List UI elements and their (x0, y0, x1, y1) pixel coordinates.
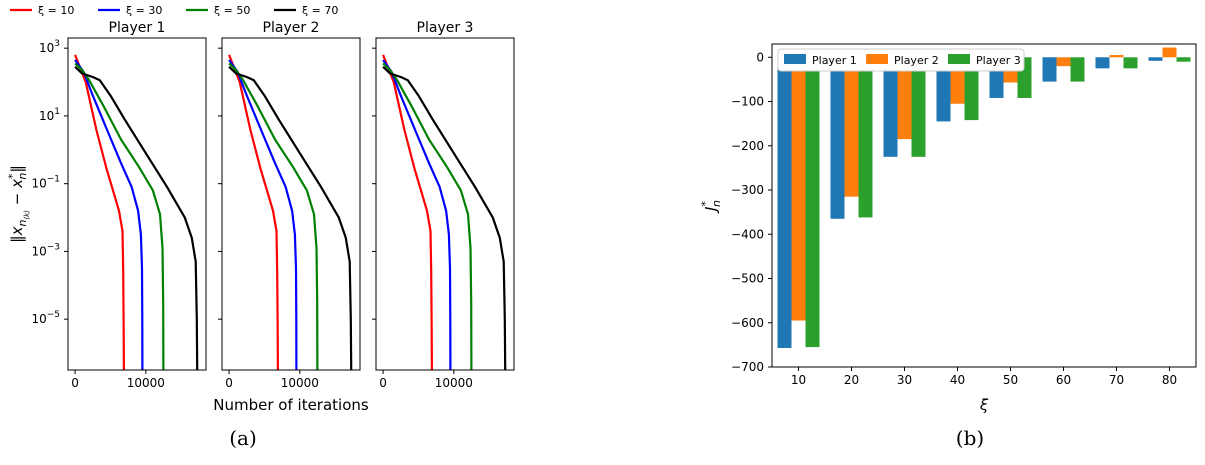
series-line-xi-10 (382, 54, 433, 371)
x-tick-label: 10000 (435, 376, 473, 390)
panel-frame (221, 37, 361, 371)
bar-1 (936, 57, 951, 122)
y-tick-label: −400 (731, 227, 764, 241)
x-tick-label: 10 (791, 373, 806, 387)
legend-label: Player 2 (894, 54, 939, 67)
x-axis-label: Number of iterations (213, 396, 369, 414)
bar-3 (1070, 57, 1085, 82)
bar-1 (1042, 57, 1057, 82)
bar-1 (1095, 57, 1110, 69)
panel-1: Player 1 103 101 10−1 10−3 10−5 0 10000 (31, 20, 207, 390)
legend-label: ξ = 70 (302, 4, 338, 17)
x-tick-label: 10000 (127, 376, 165, 390)
y-tick-label: −300 (731, 183, 764, 197)
bar-2 (897, 57, 912, 140)
bar-2 (844, 57, 859, 197)
panel-title: Player 2 (263, 20, 320, 36)
bar-3 (805, 57, 820, 348)
bar-2 (1162, 47, 1177, 58)
panel-frame (67, 37, 207, 371)
x-tick-label: 0 (225, 376, 233, 390)
bar-3 (1176, 57, 1191, 62)
series-line-xi-50 (228, 62, 319, 371)
bar-chart-legend: Player 1 Player 2 Player 3 (777, 48, 1025, 72)
legend-swatch (866, 54, 888, 64)
line-chart-legend: ξ = 10 ξ = 30 ξ = 50 ξ = 70 (10, 4, 338, 17)
y-tick-label: −700 (731, 360, 764, 374)
y-tick-label: 103 (39, 39, 60, 55)
bar-chart-frame (771, 43, 1197, 368)
x-tick-label: 30 (897, 373, 912, 387)
x-tick-label: 50 (1003, 373, 1018, 387)
y-tick-label: −600 (731, 316, 764, 330)
legend-entry-xi-70: ξ = 70 (274, 4, 338, 17)
series-line-xi-30 (74, 59, 144, 371)
bar-1 (1148, 57, 1163, 61)
series-line-xi-30 (382, 59, 452, 371)
y-tick-label: −500 (731, 272, 764, 286)
x-tick-label: 10000 (281, 376, 319, 390)
series-line-xi-50 (382, 62, 473, 371)
bar-2 (1109, 55, 1124, 58)
x-tick-label: 20 (844, 373, 859, 387)
series-line-xi-50 (74, 62, 165, 371)
legend-entry-xi-10: ξ = 10 (10, 4, 74, 17)
bar-chart: 10 20 30 40 50 60 70 80 0 −100 −200 −300 −400 −500 −60… (699, 43, 1197, 414)
series-line-xi-70 (382, 66, 507, 371)
panel-3: Player 3 0 10000 (372, 20, 515, 390)
legend-label: Player 1 (812, 54, 857, 67)
caption-a: (a) (229, 426, 257, 450)
y-tick-label: 0 (756, 50, 764, 64)
bar-3 (964, 57, 979, 121)
bar-2 (791, 57, 806, 321)
legend-entry-xi-30: ξ = 30 (98, 4, 162, 17)
panel-title: Player 3 (417, 20, 474, 36)
y-tick-label: 10−5 (31, 310, 60, 326)
y-tick-label: 101 (39, 107, 60, 123)
legend-entry-player-3: Player 3 (948, 54, 1021, 67)
x-tick-label: 70 (1109, 373, 1124, 387)
y-tick-label: 10−1 (31, 175, 60, 191)
bar-1 (777, 57, 792, 348)
panel-2: Player 2 0 10000 (218, 20, 361, 390)
bar-3 (911, 57, 926, 157)
line-chart-axes-labels: Number of iterations ‖xn(k) − x*n‖ (6, 165, 369, 414)
legend-swatch (784, 54, 806, 64)
bar-3 (858, 57, 873, 218)
legend-entry-xi-50: ξ = 50 (186, 4, 250, 17)
series-line-xi-30 (228, 59, 298, 371)
y-axis-label: ‖xn(k) − x*n‖ (6, 165, 31, 243)
series-line-xi-70 (228, 66, 353, 371)
y-tick-label: −200 (731, 139, 764, 153)
y-tick-label: 10−3 (31, 242, 60, 258)
x-tick-label: 80 (1162, 373, 1177, 387)
x-axis-label: ξ (979, 396, 989, 414)
legend-label: ξ = 10 (38, 4, 74, 17)
x-tick-label: 0 (71, 376, 79, 390)
legend-label: Player 3 (976, 54, 1021, 67)
x-tick-label: 40 (950, 373, 965, 387)
legend-swatch (948, 54, 970, 64)
y-axis-label: J*n (699, 200, 723, 214)
panel-frame (375, 37, 515, 371)
x-tick-label: 60 (1056, 373, 1071, 387)
series-line-xi-10 (74, 54, 125, 371)
bar-2 (1056, 57, 1071, 67)
series-line-xi-10 (228, 54, 279, 371)
bar-1 (883, 57, 898, 157)
bar-3 (1123, 57, 1138, 69)
x-tick-label: 0 (379, 376, 387, 390)
legend-label: ξ = 30 (126, 4, 162, 17)
legend-entry-player-1: Player 1 (784, 54, 857, 67)
y-tick-label: −100 (731, 95, 764, 109)
legend-entry-player-2: Player 2 (866, 54, 939, 67)
series-line-xi-70 (74, 66, 199, 371)
bar-1 (830, 57, 845, 219)
legend-label: ξ = 50 (214, 4, 250, 17)
caption-b: (b) (956, 426, 984, 450)
panel-title: Player 1 (109, 20, 166, 36)
